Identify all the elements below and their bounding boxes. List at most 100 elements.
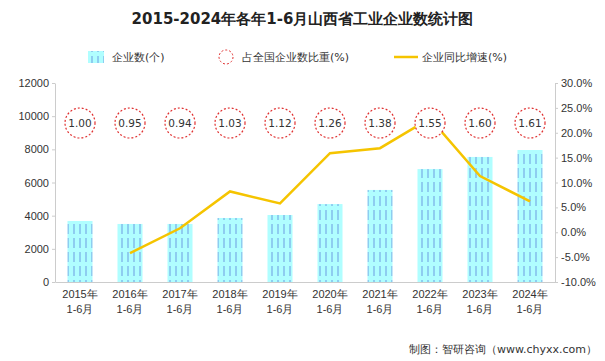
- y2-tick-mark: [555, 158, 558, 159]
- legend-label: 占全国企业数比重(%): [242, 51, 349, 64]
- ratio-marker: [315, 108, 345, 138]
- bar: [318, 204, 343, 282]
- y-tick-mark: [52, 282, 55, 283]
- y-tick-mark: [52, 249, 55, 250]
- legend-swatch: [219, 50, 233, 64]
- y2-tick-label: 5.0%: [561, 201, 586, 213]
- ratio-marker: [415, 108, 445, 138]
- x-tick: 2015年1-6月: [62, 288, 97, 315]
- bar: [218, 218, 243, 282]
- legend-label: 企业数(个): [112, 51, 165, 64]
- x-tick-label: 2022年1-6月: [412, 288, 447, 315]
- y-tick-mark: [52, 83, 55, 84]
- y2-tick: 0.0%: [555, 226, 586, 238]
- title: 2015-2024年各年1-6月山西省工业企业数统计图: [132, 10, 474, 28]
- y-tick: 2000: [25, 243, 55, 255]
- x-axis: 2015年1-6月 2016年1-6月 2017年1-6月 2018年1-6月 2019…: [56, 283, 556, 315]
- ratio-label: 1.38: [368, 117, 391, 129]
- y2-tick-mark: [555, 207, 558, 208]
- y2-tick: 30.0%: [555, 77, 592, 89]
- bar: [518, 150, 543, 282]
- x-tick-label: 2018年1-6月: [212, 288, 247, 315]
- y2-tick-label: 15.0%: [561, 152, 592, 164]
- bar: [368, 190, 393, 282]
- y2-tick-mark: [555, 257, 558, 258]
- y2-tick: -10.0%: [555, 276, 596, 288]
- ratio-marker: [365, 108, 395, 138]
- y2-tick-mark: [555, 133, 558, 134]
- ratio-label: 0.95: [118, 117, 141, 129]
- legend-swatch: [394, 56, 418, 59]
- x-tick: 2022年1-6月: [412, 288, 447, 315]
- x-tick: 2024年1-6月: [512, 288, 547, 315]
- legend-swatch: [88, 51, 104, 63]
- y2-tick-label: 10.0%: [561, 177, 592, 189]
- bar: [268, 215, 293, 282]
- x-tick: 2018年1-6月: [212, 288, 247, 315]
- y2-tick-label: 20.0%: [561, 127, 592, 139]
- ratio-marker: [465, 108, 495, 138]
- y-tick: 0: [43, 276, 55, 288]
- bar: [418, 169, 443, 282]
- y-axis-line: [55, 84, 56, 283]
- bar: [68, 221, 93, 282]
- y-tick-label: 4000: [25, 210, 49, 222]
- y2-tick: 10.0%: [555, 177, 592, 189]
- ratio-marker: [215, 108, 245, 138]
- x-tick-label: 2021年1-6月: [362, 288, 397, 315]
- y-tick-mark: [52, 216, 55, 217]
- x-tick-label: 2015年1-6月: [62, 288, 97, 315]
- y2-tick-label: -5.0%: [561, 251, 590, 263]
- y-tick: 6000: [25, 177, 55, 189]
- y2-tick-mark: [555, 108, 558, 109]
- x-tick: 2017年1-6月: [162, 288, 197, 315]
- ratio-label: 1.03: [218, 117, 241, 129]
- x-tick: 2016年1-6月: [112, 288, 147, 315]
- y-tick-label: 12000: [18, 77, 49, 89]
- y2-tick-mark: [555, 183, 558, 184]
- y2-tick-mark: [555, 83, 558, 84]
- y-tick-label: 8000: [25, 143, 49, 155]
- ratio-marker: [115, 108, 145, 138]
- y-tick-label: 6000: [25, 177, 49, 189]
- x-tick-label: 2016年1-6月: [112, 288, 147, 315]
- ratio-label: 1.55: [418, 117, 441, 129]
- y-axis: 0 2000 4000 6000 8000 10000 12000: [18, 77, 55, 288]
- ratio-marker: [265, 108, 295, 138]
- x-tick-label: 2020年1-6月: [312, 288, 347, 315]
- y2-tick: 15.0%: [555, 152, 592, 164]
- y2-axis: -10.0% -5.0% 0.0% 5.0% 10.0% 15.0% 20.0% 25.0% 3…: [555, 77, 596, 288]
- y-tick-mark: [52, 183, 55, 184]
- y-tick: 12000: [18, 77, 55, 89]
- source: 制图：智研咨询（www.chyxx.com）: [409, 343, 597, 356]
- x-tick-label: 2017年1-6月: [162, 288, 197, 315]
- ratio-label: 1.60: [468, 117, 491, 129]
- x-tick-label: 2019年1-6月: [262, 288, 297, 315]
- y2-tick-label: -10.0%: [561, 276, 596, 288]
- y2-tick: 20.0%: [555, 127, 592, 139]
- y2-tick: 5.0%: [555, 201, 586, 213]
- x-tick: 2019年1-6月: [262, 288, 297, 315]
- y2-tick: -5.0%: [555, 251, 590, 263]
- ratio-label: 0.94: [168, 117, 192, 129]
- y-tick: 4000: [25, 210, 55, 222]
- ratio-marker: [65, 108, 95, 138]
- ratio-marker: [165, 108, 195, 138]
- x-axis-line: [56, 282, 556, 283]
- ratio-marker: [515, 108, 545, 138]
- y2-tick: 25.0%: [555, 102, 592, 114]
- line: [130, 118, 530, 253]
- y2-tick-label: 0.0%: [561, 226, 586, 238]
- legend: 企业数(个)占全国企业数比重(%)企业同比增速(%): [88, 50, 507, 64]
- y-tick-label: 2000: [25, 243, 49, 255]
- ratio-label: 1.00: [68, 117, 91, 129]
- ratio-label: 1.26: [318, 117, 342, 129]
- y2-tick-label: 25.0%: [561, 102, 592, 114]
- y-tick-mark: [52, 149, 55, 150]
- y-tick: 10000: [18, 110, 55, 122]
- y-tick-mark: [52, 116, 55, 117]
- x-tick: 2020年1-6月: [312, 288, 347, 315]
- x-tick-label: 2024年1-6月: [512, 288, 547, 315]
- ratio-label: 1.12: [268, 117, 291, 129]
- y2-tick-label: 30.0%: [561, 77, 592, 89]
